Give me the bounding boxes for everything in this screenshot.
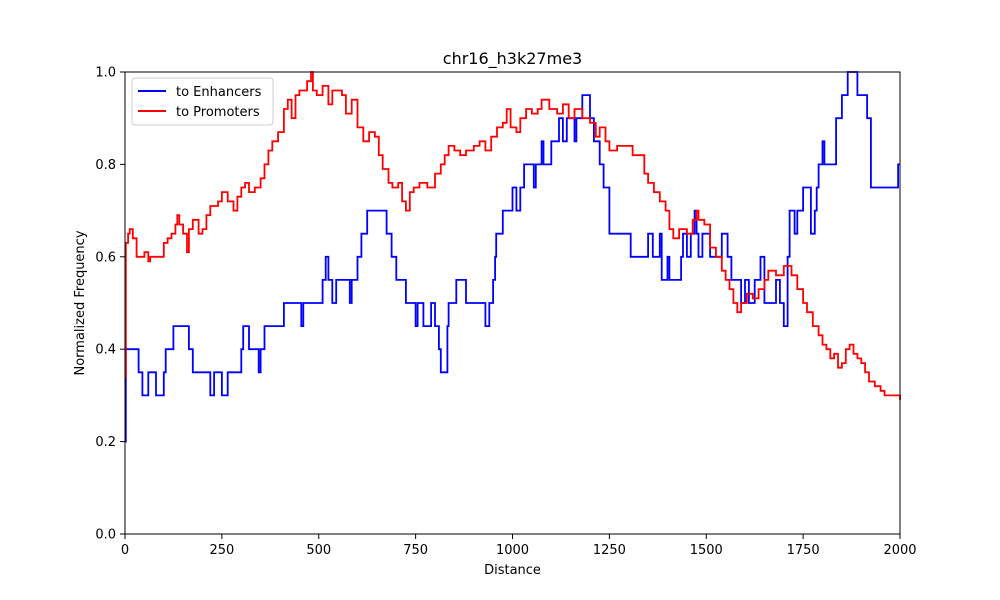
x-axis-label: Distance — [484, 563, 541, 578]
y-axis-ticks: 0.0 0.2 0.4 0.6 0.8 1.0 — [95, 66, 125, 543]
x-tick-label: 250 — [209, 543, 234, 558]
y-tick-label: 0.4 — [95, 343, 116, 358]
y-tick-label: 1.0 — [95, 66, 116, 81]
legend-box — [131, 77, 274, 126]
x-tick-label: 1500 — [690, 543, 723, 558]
legend-label-enhancers: to Enhancers — [176, 85, 262, 100]
chart-title: chr16_h3k27me3 — [443, 49, 582, 69]
series-line-enhancers — [124, 71, 900, 443]
y-tick-label: 0.6 — [95, 250, 116, 265]
x-tick-label: 2000 — [883, 543, 916, 558]
x-tick-label: 1250 — [593, 543, 626, 558]
series-layer — [124, 71, 901, 443]
x-tick-label: 1750 — [787, 543, 820, 558]
y-tick-label: 0.8 — [95, 158, 116, 173]
x-tick-label: 1000 — [496, 543, 529, 558]
y-axis-label: Normalized Frequency — [73, 230, 88, 375]
x-tick-label: 750 — [403, 543, 428, 558]
y-tick-label: 0.2 — [95, 435, 116, 450]
x-tick-label: 0 — [121, 543, 129, 558]
x-axis-ticks: 0 250 500 750 1000 1250 1500 1750 2000 — [121, 534, 917, 558]
legend: to Enhancers to Promoters — [131, 77, 274, 126]
y-tick-label: 0.0 — [95, 528, 116, 543]
legend-label-promoters: to Promoters — [176, 105, 260, 120]
x-tick-label: 500 — [306, 543, 331, 558]
series-line-promoters — [124, 71, 901, 400]
